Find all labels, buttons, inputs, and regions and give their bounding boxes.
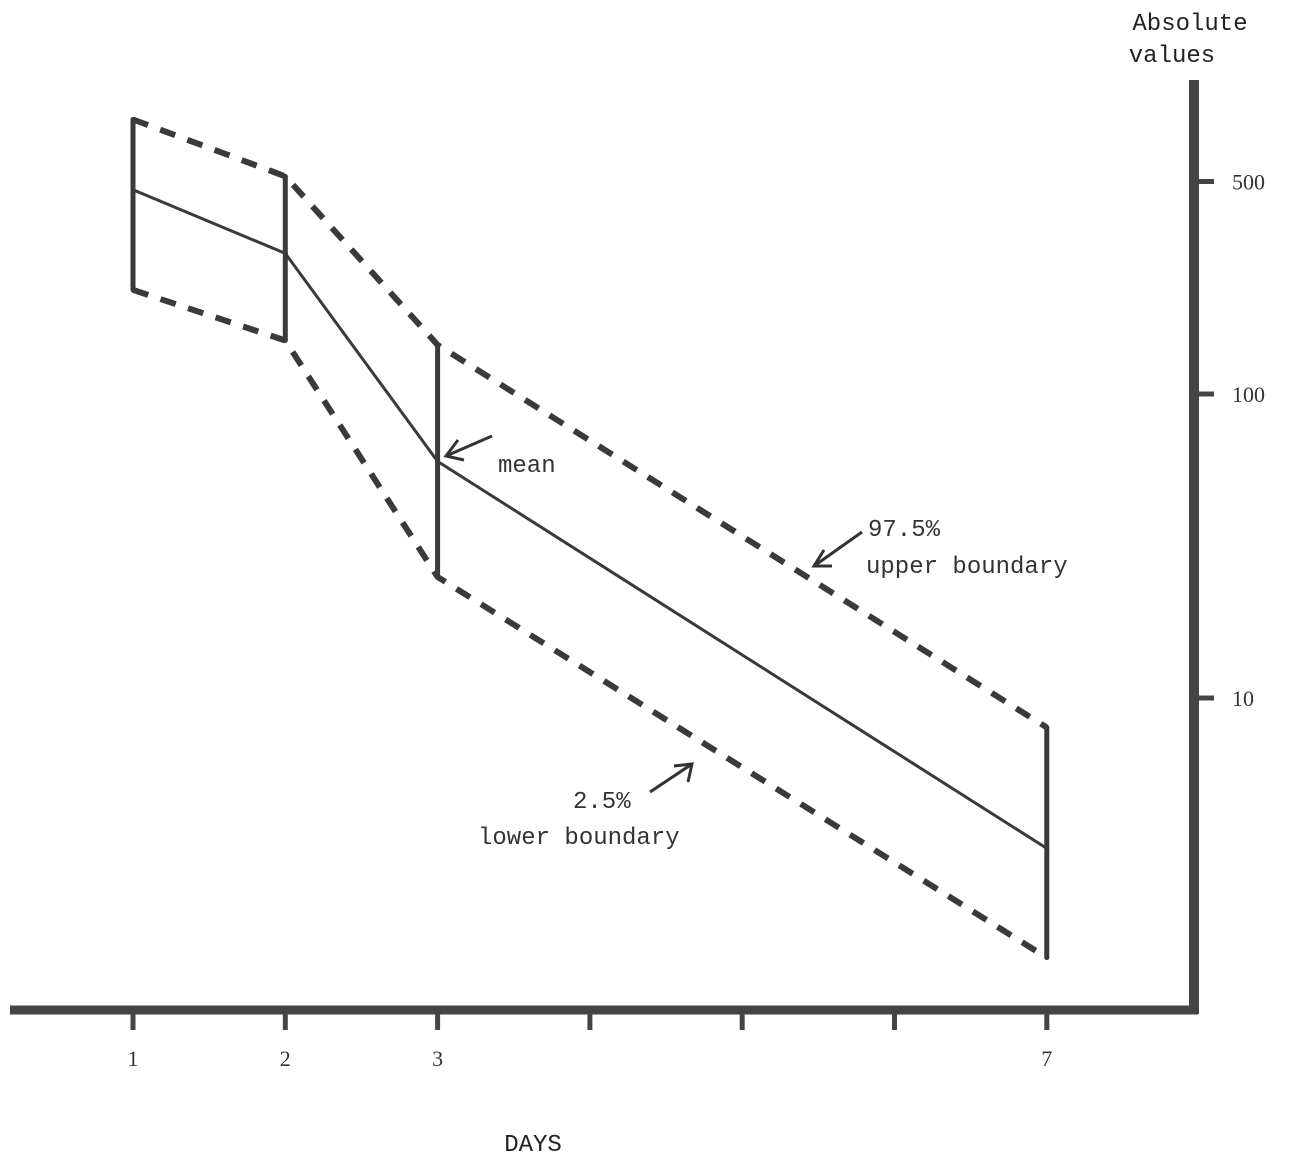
mean-arrow: [443, 434, 493, 462]
x-tick-label-7: 7: [1041, 1046, 1052, 1071]
x-tick-label-1: 1: [128, 1046, 139, 1071]
lower-text-annotation: lower boundary: [478, 825, 680, 852]
y-tick-label-100: 100: [1232, 382, 1265, 407]
series-line-lower: [132, 287, 1049, 961]
point-upper-day-2: [282, 173, 288, 179]
chart-marks: 1 2 3 7 10 100 500: [128, 116, 1265, 1071]
point-lower-day-3: [435, 574, 441, 580]
point-upper-day-7: [1044, 724, 1050, 730]
upper-pct-annotation: 97.5%: [868, 517, 941, 544]
point-mean-day-2: [282, 250, 288, 256]
point-lower-day-2: [282, 337, 288, 343]
lower-pct-annotation: 2.5%: [573, 789, 631, 816]
x-tick-label-2: 2: [280, 1046, 291, 1071]
y-tick-label-10: 10: [1232, 686, 1254, 711]
y-axis-title-line2: values: [1129, 43, 1215, 70]
point-upper-day-3: [435, 342, 441, 348]
y-tick-label-500: 500: [1232, 170, 1265, 195]
point-mean-day-7: [1044, 845, 1050, 851]
x-tick-label-3: 3: [432, 1046, 443, 1071]
mean-annotation: mean: [498, 453, 556, 480]
series-line-mean: [132, 188, 1048, 850]
upper-arrow: [811, 530, 863, 568]
upper-text-annotation: upper boundary: [866, 554, 1068, 581]
y-axis-title-line1: Absolute: [1132, 11, 1247, 38]
point-upper-day-1: [130, 116, 136, 122]
point-lower-day-1: [130, 287, 136, 293]
point-mean-day-3: [435, 458, 441, 464]
point-mean-day-1: [130, 187, 136, 193]
lower-arrow: [649, 762, 694, 794]
x-axis-title: DAYS: [504, 1132, 562, 1158]
series-line-upper: [131, 116, 1049, 731]
point-lower-day-7: [1044, 955, 1050, 961]
